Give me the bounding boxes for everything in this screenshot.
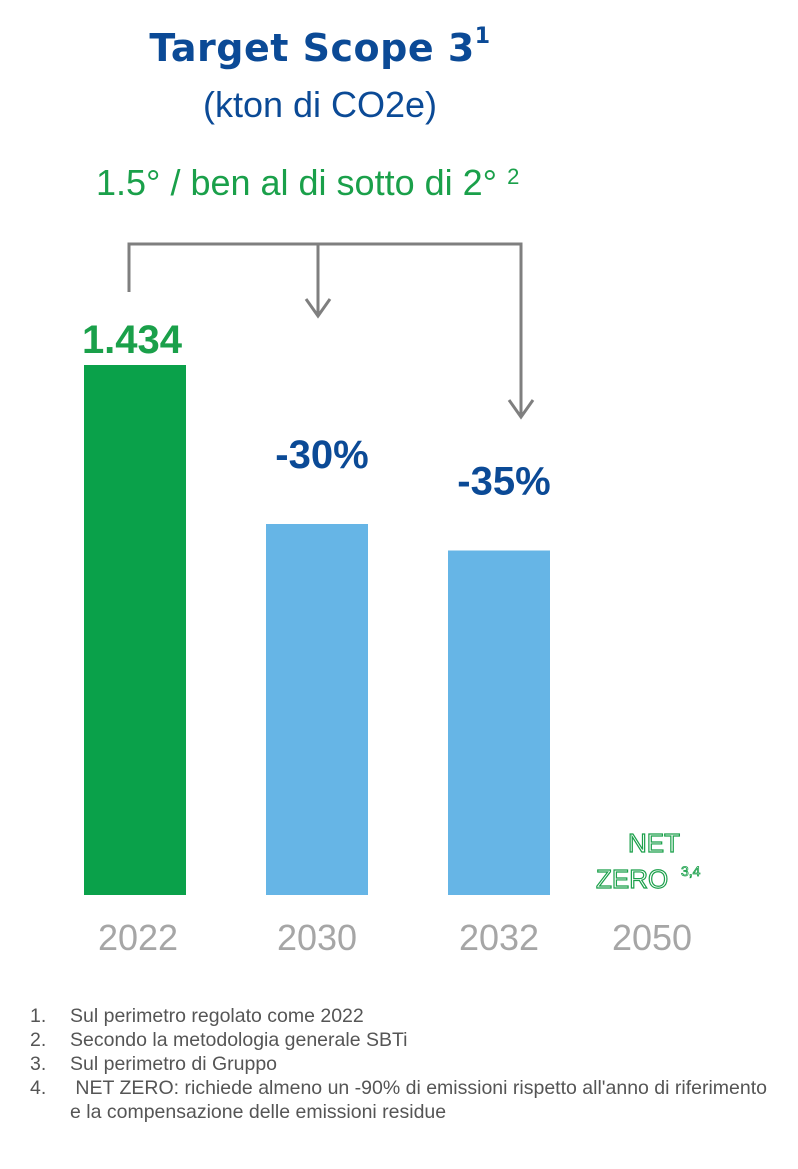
scenario-text: 1.5° / ben al di sotto di 2°	[96, 162, 498, 203]
bar-chart: 1.434 2022 -30% 2030 -35% 2032 2050 NET ZERO 3,4	[82, 242, 701, 958]
x-tick-label-2032: 2032	[459, 917, 539, 958]
footnotes: 1. Sul perimetro regolato come 2022 2. Sec…	[30, 1004, 770, 1124]
footnote-2: 2. Secondo la metodologia generale SBTi	[30, 1028, 770, 1052]
net-zero-label-line2: ZERO	[596, 864, 668, 894]
footnote-text: Sul perimetro regolato come 2022	[70, 1005, 364, 1027]
data-label-2030: -30%	[275, 433, 368, 477]
footnote-number: 2.	[30, 1029, 47, 1051]
arrow-to-2032-head	[507, 399, 535, 420]
footnote-1: 1. Sul perimetro regolato come 2022	[30, 1004, 770, 1028]
net-zero-label-line1: NET	[628, 828, 680, 858]
footnote-4: 4. NET ZERO: richiede almeno un -90% di …	[30, 1076, 770, 1124]
data-label-2022: 1.434	[82, 318, 183, 362]
scenario-label: 1.5° / ben al di sotto di 2° 2	[96, 162, 519, 204]
chart-title: Target Scope 31	[0, 24, 640, 70]
x-tick-label-2050: 2050	[612, 917, 692, 958]
footnote-number: 3.	[30, 1053, 47, 1075]
x-tick-label-2030: 2030	[277, 917, 357, 958]
footnote-text: Secondo la metodologia generale SBTi	[70, 1029, 408, 1051]
reduction-arrows	[127, 242, 535, 420]
bar-2022	[84, 365, 186, 895]
bracket-line	[127, 242, 523, 417]
chart-subtitle: (kton di CO2e)	[202, 84, 438, 125]
title-footnote-ref: 1	[474, 24, 491, 49]
footnote-number: 4.	[30, 1077, 47, 1099]
footnote-3: 3. Sul perimetro di Gruppo	[30, 1052, 770, 1076]
bar-2030	[266, 524, 368, 895]
x-tick-label-2022: 2022	[98, 917, 178, 958]
footnote-text: Sul perimetro di Gruppo	[70, 1053, 278, 1075]
footnote-text: NET ZERO: richiede almeno un -90% di emi…	[70, 1077, 773, 1123]
arrow-to-2030-head	[304, 298, 332, 319]
net-zero-footnote-ref: 3,4	[681, 863, 701, 879]
scenario-footnote-ref: 2	[507, 164, 520, 189]
data-label-2032: -35%	[457, 460, 550, 504]
bar-2032	[448, 550, 550, 895]
footnote-number: 1.	[30, 1005, 47, 1027]
chart-title-text: Target Scope 3	[149, 26, 475, 70]
